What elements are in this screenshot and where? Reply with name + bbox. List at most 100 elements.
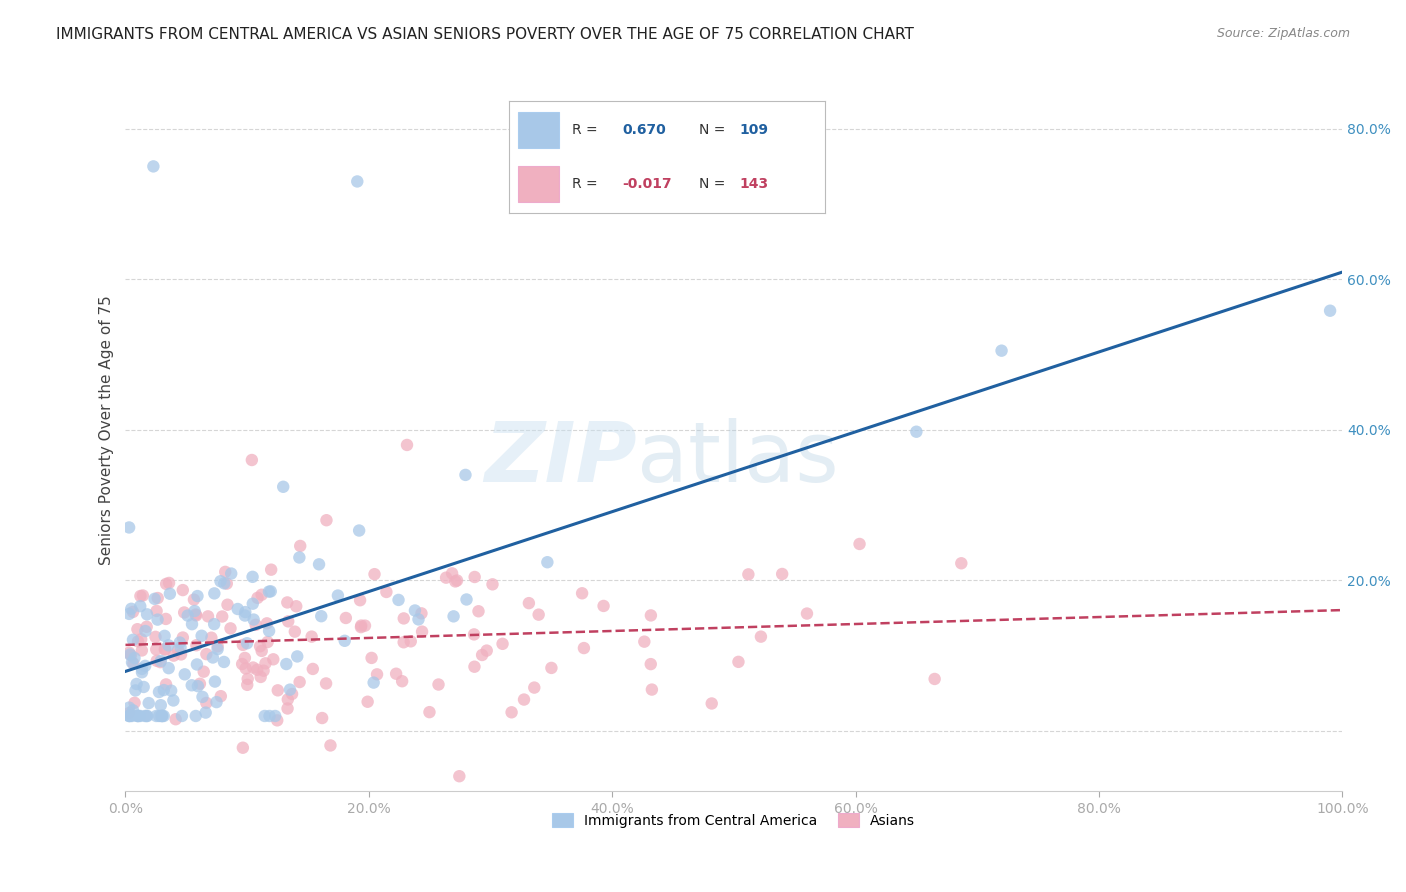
Point [193,665,215,679]
Point [249,640,271,654]
Point [124,683,146,698]
Point [640,657,662,672]
Point [122,605,145,619]
Point [153,642,176,657]
Text: IMMIGRANTS FROM CENTRAL AMERICA VS ASIAN SENIORS POVERTY OVER THE AGE OF 75 CORR: IMMIGRANTS FROM CENTRAL AMERICA VS ASIAN… [56,27,914,42]
Point [212,655,235,669]
Point [124,651,146,665]
Point [513,692,536,706]
Point [387,593,409,607]
Point [366,667,388,681]
Point [259,709,281,723]
Point [749,630,772,644]
Point [467,604,489,618]
Point [523,681,546,695]
Point [517,596,540,610]
Point [211,609,233,624]
Point [150,709,173,723]
Point [233,608,256,623]
Point [148,709,170,723]
Point [257,584,280,599]
Point [190,629,212,643]
Point [146,654,169,668]
Point [118,709,141,723]
Point [392,635,415,649]
Point [363,675,385,690]
Point [118,646,141,660]
Point [134,624,156,638]
Point [121,709,143,723]
Point [250,644,273,658]
Point [157,661,180,675]
Point [188,677,211,691]
Point [446,574,468,588]
Point [146,591,169,605]
Point [120,648,142,663]
Point [170,709,193,723]
Point [375,585,398,599]
Point [242,613,264,627]
Point [136,607,159,622]
Point [131,665,153,680]
Legend: Immigrants from Central America, Asians: Immigrants from Central America, Asians [546,806,922,835]
Point [242,597,264,611]
Point [118,520,141,534]
Point [149,654,172,668]
Point [118,706,141,720]
Point [463,627,485,641]
Point [418,705,440,719]
Point [219,621,242,635]
Point [129,632,152,647]
Text: atlas: atlas [637,418,838,500]
Point [308,558,330,572]
Point [475,643,498,657]
Point [592,599,614,613]
Point [200,631,222,645]
Point [194,706,217,720]
Point [924,672,946,686]
Point [165,712,187,726]
Point [232,638,254,652]
Point [347,524,370,538]
Point [633,634,655,648]
Point [122,632,145,647]
Point [127,622,149,636]
Point [277,615,299,629]
Point [427,677,450,691]
Point [240,453,263,467]
Point [267,683,290,698]
Point [276,657,298,671]
Point [905,425,928,439]
Point [443,609,465,624]
Point [271,480,294,494]
Point [122,657,145,671]
Point [277,692,299,706]
Point [392,611,415,625]
Point [288,550,311,565]
Point [187,679,209,693]
Point [181,617,204,632]
Point [571,586,593,600]
Point [122,703,145,717]
Point [191,690,214,704]
Point [990,343,1012,358]
Point [284,624,307,639]
Point [536,555,558,569]
Point [118,648,141,662]
Point [399,634,422,648]
Point [149,655,172,669]
Point [441,566,464,581]
Point [360,651,382,665]
Point [129,589,152,603]
Point [256,616,278,631]
Point [136,709,159,723]
Point [309,609,332,624]
Point [160,683,183,698]
Point [157,576,180,591]
Point [640,608,662,623]
Point [256,635,278,649]
Point [135,709,157,723]
Point [132,589,155,603]
Point [404,603,426,617]
Point [285,649,308,664]
